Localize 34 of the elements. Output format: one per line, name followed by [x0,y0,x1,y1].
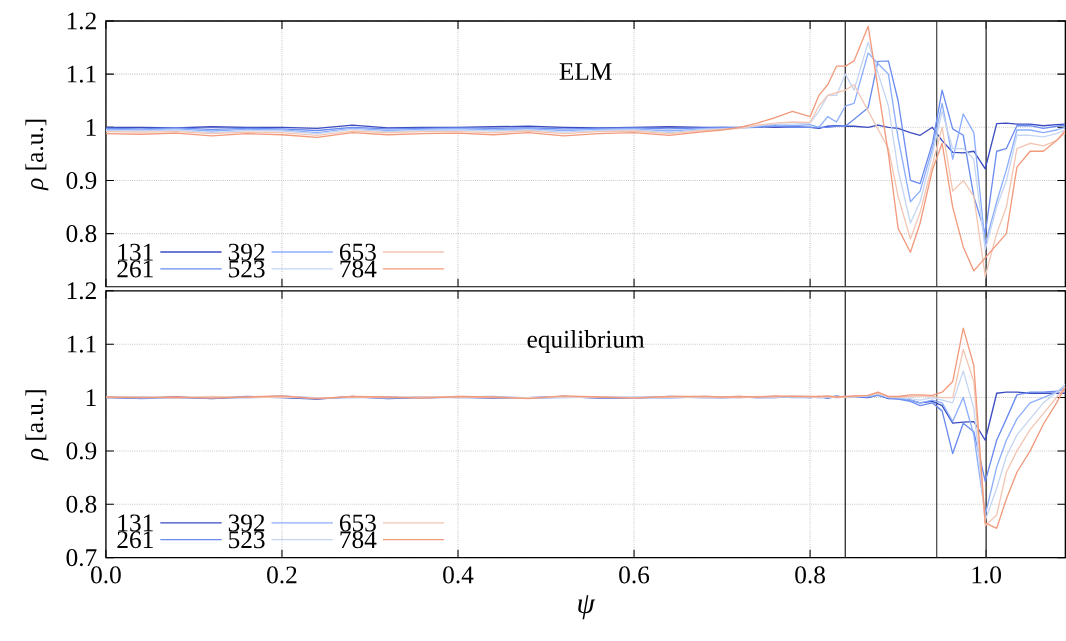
y-tick-label: 1 [86,119,96,136]
text: ELM [559,63,612,80]
y-tick-label: 0.9 [66,172,97,190]
y-tick-label: 1 [86,389,96,407]
x-tick-label: 1.0 [972,566,1001,584]
y-axis-title: ρ [a.u.] [25,390,49,462]
x-tick-label: 0.2 [267,566,297,584]
y-tick-label: 1.1 [67,65,96,83]
x-axis-title: ψ [578,595,596,620]
x-tick-label: 0.4 [443,566,474,584]
y-tick-label: 0.9 [66,442,97,460]
y-tick-label: 1.2 [67,282,96,300]
x-tick-label: 0.8 [795,566,825,584]
y-tick-label: 0.7 [66,549,97,567]
legend-label: 261 [117,260,153,278]
legend-label: 784 [340,260,377,278]
legend-label: 261 [117,531,153,549]
y-axis-title: ρ [a.u.] [25,120,49,191]
legend-label: 523 [229,531,265,549]
x-tick-label: 0.6 [619,566,650,584]
x-tick-label: 0.0 [91,566,121,584]
text: equilibrium [527,330,645,354]
y-tick-label: 0.8 [66,225,97,243]
legend-label: 392 [228,243,265,261]
legend-label: 784 [340,531,377,549]
y-tick-label: 1.1 [67,335,96,353]
legend-label: 131 [118,243,153,261]
y-tick-label: 1.2 [67,12,96,30]
y-tick-label: 0.8 [66,495,97,514]
legend-label: 131 [118,514,153,532]
legend-label: 392 [228,514,265,532]
legend-label: 523 [229,260,265,278]
legend-label: 653 [339,243,376,261]
legend-label: 653 [339,514,376,532]
